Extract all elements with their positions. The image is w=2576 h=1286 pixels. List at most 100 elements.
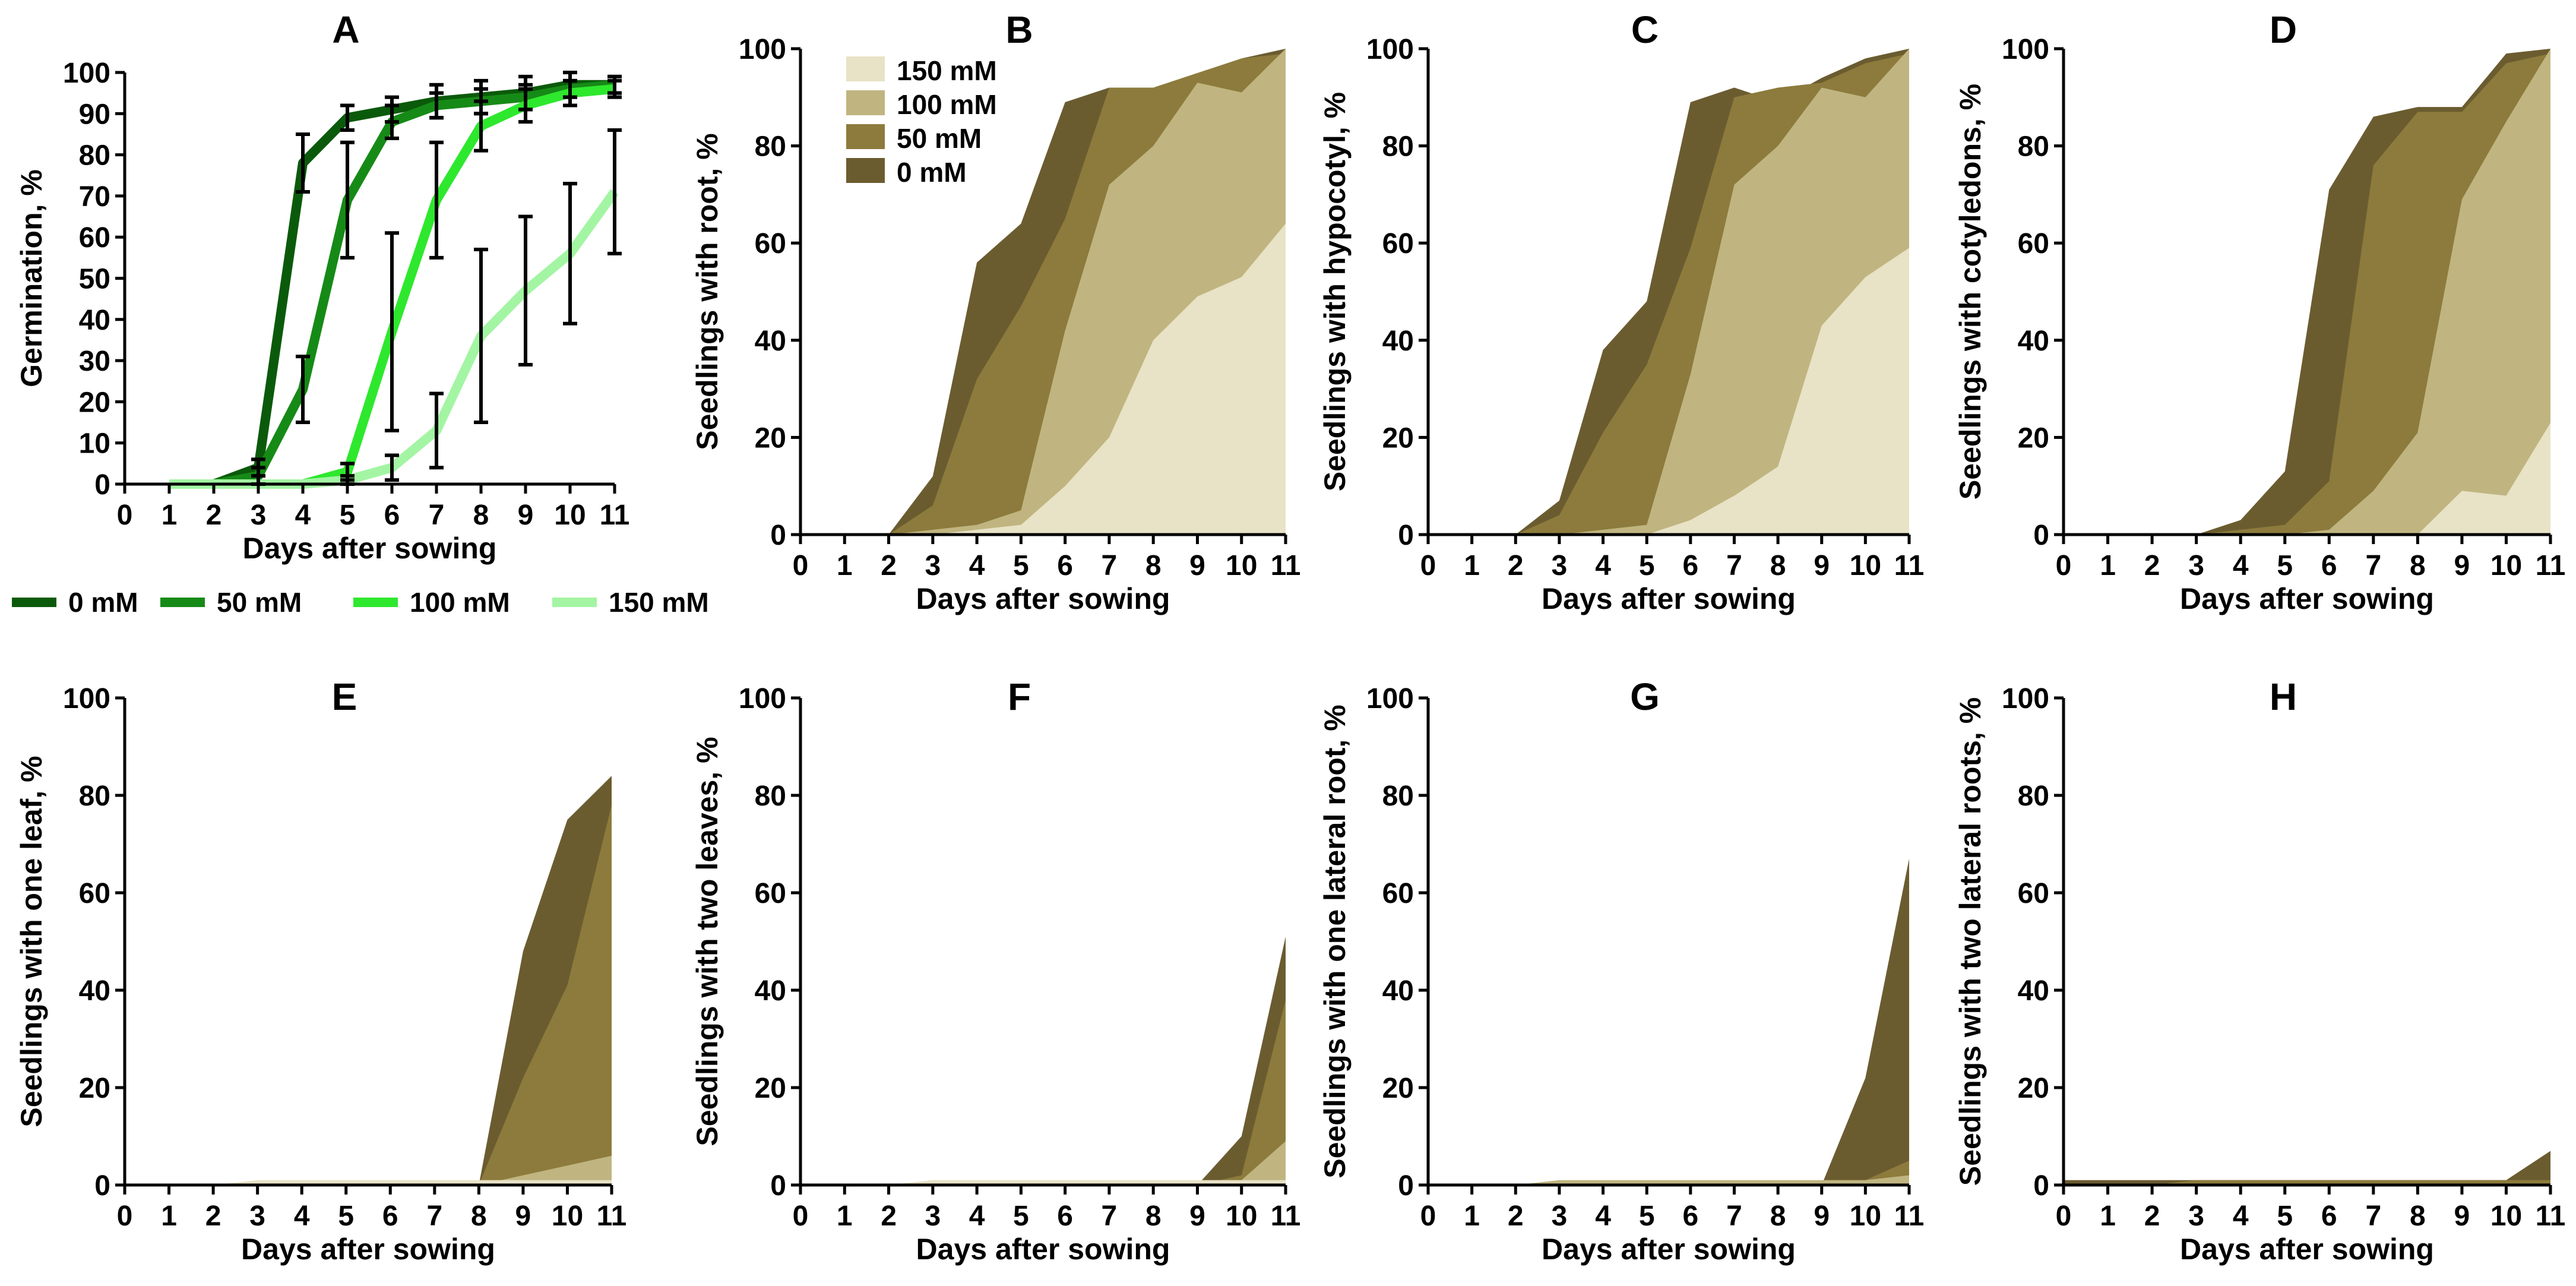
x-tick-label: 10: [1226, 550, 1257, 582]
y-tick-label: 60: [2018, 228, 2049, 260]
x-tick-label: 8: [1770, 550, 1786, 582]
legend-label: 0 mM: [68, 587, 138, 618]
y-tick-label: 60: [2018, 878, 2049, 909]
area-series-50-mm: [125, 805, 612, 1185]
x-tick-label: 11: [600, 500, 630, 531]
x-tick-label: 8: [471, 1200, 487, 1232]
x-tick-label: 10: [2490, 550, 2522, 582]
x-tick-label: 9: [1814, 550, 1830, 582]
y-tick-label: 20: [755, 422, 786, 454]
x-tick-label: 7: [1726, 550, 1742, 582]
x-tick-label: 5: [2277, 1200, 2293, 1232]
x-tick-label: 7: [429, 500, 445, 531]
y-tick-label: 60: [755, 228, 786, 260]
y-tick-label: 0: [2033, 1170, 2049, 1202]
y-axis-title: Seedlings with one leaf, %: [15, 756, 48, 1127]
x-tick-label: 10: [552, 1200, 583, 1232]
y-tick-label: 100: [739, 34, 786, 65]
y-tick-label: 100: [739, 683, 786, 715]
x-tick-label: 1: [837, 550, 853, 582]
x-tick-label: 11: [1271, 550, 1301, 582]
x-tick-label: 4: [969, 550, 985, 582]
x-tick-label: 11: [2536, 550, 2566, 582]
x-tick-label: 7: [1102, 550, 1118, 582]
x-tick-label: 6: [1057, 1200, 1073, 1232]
y-tick-label: 60: [79, 222, 110, 254]
x-tick-label: 4: [969, 1200, 985, 1232]
x-tick-label: 0: [2056, 1200, 2072, 1232]
x-tick-label: 4: [2233, 550, 2249, 582]
x-tick-label: 8: [2410, 550, 2426, 582]
x-tick-label: 6: [2321, 550, 2337, 582]
y-tick-label: 60: [79, 878, 110, 909]
x-tick-label: 2: [205, 1200, 221, 1232]
x-tick-label: 11: [597, 1200, 627, 1232]
y-tick-label: 60: [1382, 228, 1414, 260]
y-tick-label: 0: [94, 1170, 110, 1202]
x-tick-label: 5: [338, 1200, 354, 1232]
x-tick-label: 1: [1464, 1200, 1480, 1232]
legend-swatch: [846, 158, 885, 183]
x-tick-label: 7: [2365, 1200, 2381, 1232]
y-tick-label: 60: [755, 878, 786, 909]
x-tick-label: 0: [793, 1200, 809, 1232]
x-tick-label: 10: [1226, 1200, 1257, 1232]
x-tick-label: 1: [162, 500, 178, 531]
x-tick-label: 3: [1552, 1200, 1568, 1232]
legend-label: 100 mM: [897, 89, 997, 120]
y-tick-label: 100: [63, 58, 110, 89]
x-tick-label: 9: [1189, 550, 1205, 582]
x-tick-label: 4: [1595, 1200, 1611, 1232]
x-tick-label: 10: [2490, 1200, 2522, 1232]
x-tick-label: 1: [161, 1200, 177, 1232]
y-tick-label: 50: [79, 264, 110, 295]
y-tick-label: 40: [1382, 975, 1414, 1007]
legend-a: 0 mM 50 mM 100 mM 150 mM: [12, 587, 709, 618]
y-tick-label: 100: [1366, 34, 1414, 65]
x-tick-label: 5: [1013, 1200, 1029, 1232]
x-tick-label: 9: [2454, 550, 2470, 582]
x-tick-label: 5: [1639, 550, 1655, 582]
x-tick-label: 8: [2410, 1200, 2426, 1232]
x-tick-label: 0: [1420, 1200, 1436, 1232]
x-tick-label: 1: [2100, 1200, 2116, 1232]
y-tick-label: 100: [1366, 683, 1414, 715]
y-tick-label: 40: [79, 975, 110, 1007]
y-axis-title: Seedlings with root, %: [691, 133, 724, 450]
y-tick-label: 20: [755, 1073, 786, 1104]
area-series-150-mm: [2064, 422, 2550, 535]
y-tick-label: 0: [770, 1170, 786, 1202]
legend-label: 150 mM: [897, 55, 997, 86]
x-tick-label: 5: [340, 500, 356, 531]
area-series-0-mm: [1428, 858, 1909, 1185]
x-axis-title: Days after sowing: [1542, 582, 1796, 615]
y-tick-label: 20: [79, 387, 110, 418]
area-series-50-mm: [800, 1000, 1286, 1185]
y-tick-label: 80: [1382, 781, 1414, 812]
x-tick-label: 5: [2277, 550, 2293, 582]
y-tick-label: 60: [1382, 878, 1414, 909]
y-tick-label: 20: [1382, 1073, 1414, 1104]
y-tick-label: 40: [755, 975, 786, 1007]
y-tick-label: 80: [1382, 131, 1414, 163]
y-tick-label: 40: [755, 326, 786, 357]
x-tick-label: 4: [295, 500, 311, 531]
x-tick-label: 11: [1894, 1200, 1925, 1232]
x-tick-label: 3: [925, 1200, 941, 1232]
x-tick-label: 1: [1464, 550, 1480, 582]
x-tick-label: 4: [294, 1200, 310, 1232]
x-tick-label: 6: [1682, 1200, 1698, 1232]
x-tick-label: 0: [2056, 550, 2072, 582]
panel-letter: B: [1005, 8, 1033, 51]
x-tick-label: 1: [2100, 550, 2116, 582]
panel-letter: C: [1631, 8, 1659, 51]
legend-swatch: [846, 124, 885, 149]
x-tick-label: 9: [518, 500, 534, 531]
area-series-0-mm: [800, 936, 1286, 1185]
x-axis-title: Days after sowing: [2180, 582, 2434, 615]
x-tick-label: 6: [384, 500, 400, 531]
